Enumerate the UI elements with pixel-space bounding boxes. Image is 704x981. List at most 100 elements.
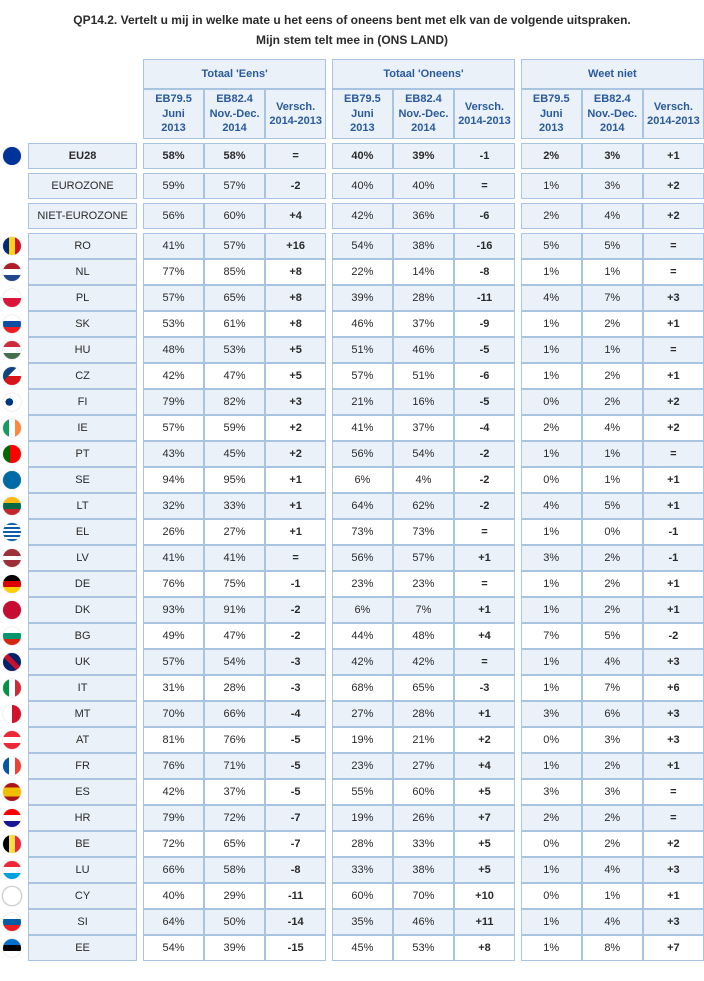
- data-cell: 28%: [332, 831, 393, 857]
- data-cell: 62%: [393, 493, 454, 519]
- data-cell: 59%: [143, 173, 204, 199]
- data-cell: 6%: [582, 701, 643, 727]
- flag-icon-bg: [3, 627, 21, 645]
- data-cell: 1%: [521, 173, 582, 199]
- sub-header-row: EB79.5Juni2013EB82.4Nov.-Dec.2014Versch.…: [0, 89, 704, 139]
- table-row: PL57%65%+839%28%-114%7%+3: [0, 285, 704, 311]
- table-row: LT32%33%+164%62%-24%5%+1: [0, 493, 704, 519]
- table-row: RO41%57%+1654%38%-165%5%=: [0, 233, 704, 259]
- data-cell: 42%: [393, 649, 454, 675]
- data-cell: 55%: [332, 779, 393, 805]
- data-cell: 1%: [521, 571, 582, 597]
- data-cell: 1%: [521, 675, 582, 701]
- data-cell: -2: [265, 623, 326, 649]
- data-cell: 1%: [521, 337, 582, 363]
- flag-icon-lv: [3, 549, 21, 567]
- data-cell: 51%: [393, 363, 454, 389]
- flag-cell: [0, 623, 28, 649]
- flag-cell: [0, 779, 28, 805]
- data-cell: 37%: [393, 311, 454, 337]
- row-label: CZ: [28, 363, 138, 389]
- flag-cell: [0, 441, 28, 467]
- flag-icon-el: [3, 523, 21, 541]
- data-cell: 54%: [332, 233, 393, 259]
- data-cell: -7: [265, 831, 326, 857]
- data-cell: 26%: [143, 519, 204, 545]
- flag-icon-cy: [2, 886, 22, 906]
- data-cell: 0%: [521, 389, 582, 415]
- data-cell: -2: [265, 173, 326, 199]
- data-cell: +1: [643, 311, 704, 337]
- data-cell: 1%: [582, 259, 643, 285]
- data-cell: +7: [454, 805, 515, 831]
- data-cell: +1: [643, 363, 704, 389]
- data-cell: -2: [454, 467, 515, 493]
- row-label: UK: [28, 649, 138, 675]
- flag-cell: [0, 701, 28, 727]
- flag-cell: [0, 363, 28, 389]
- data-cell: +3: [643, 649, 704, 675]
- table-row: NIET-EUROZONE56%60%+442%36%-62%4%+2: [0, 203, 704, 229]
- data-cell: 8%: [582, 935, 643, 961]
- data-cell: 3%: [582, 727, 643, 753]
- flag-icon-se: [3, 471, 21, 489]
- table-row: EL26%27%+173%73%=1%0%-1: [0, 519, 704, 545]
- data-cell: 60%: [332, 883, 393, 909]
- data-cell: 42%: [143, 779, 204, 805]
- sub-header: Versch.2014-2013: [454, 89, 515, 139]
- data-cell: 75%: [204, 571, 265, 597]
- data-cell: =: [454, 571, 515, 597]
- data-cell: 2%: [582, 805, 643, 831]
- data-cell: 53%: [143, 311, 204, 337]
- data-cell: 59%: [204, 415, 265, 441]
- flag-cell: [0, 203, 28, 229]
- data-cell: =: [454, 173, 515, 199]
- row-label: PT: [28, 441, 138, 467]
- flag-cell: [0, 857, 28, 883]
- data-cell: +2: [265, 441, 326, 467]
- data-cell: -11: [454, 285, 515, 311]
- data-cell: +1: [643, 493, 704, 519]
- data-cell: +1: [454, 597, 515, 623]
- data-cell: -8: [454, 259, 515, 285]
- data-cell: 4%: [582, 857, 643, 883]
- flag-icon-ro: [3, 237, 21, 255]
- table-row: DK93%91%-26%7%+11%2%+1: [0, 597, 704, 623]
- sub-header: Versch.2014-2013: [643, 89, 704, 139]
- data-cell: +1: [643, 143, 704, 169]
- row-label: EU28: [28, 143, 138, 169]
- data-cell: 79%: [143, 389, 204, 415]
- data-cell: -6: [454, 203, 515, 229]
- row-label: CY: [28, 883, 138, 909]
- row-label: PL: [28, 285, 138, 311]
- data-cell: 45%: [204, 441, 265, 467]
- data-cell: 0%: [582, 519, 643, 545]
- table-row: AT81%76%-519%21%+20%3%+3: [0, 727, 704, 753]
- table-row: LV41%41%=56%57%+13%2%-1: [0, 545, 704, 571]
- data-cell: +8: [265, 285, 326, 311]
- table-row: SK53%61%+846%37%-91%2%+1: [0, 311, 704, 337]
- flag-cell: [0, 519, 28, 545]
- data-cell: 3%: [521, 545, 582, 571]
- data-cell: +2: [643, 389, 704, 415]
- data-cell: +8: [454, 935, 515, 961]
- data-cell: =: [454, 649, 515, 675]
- data-cell: 57%: [393, 545, 454, 571]
- data-cell: -3: [265, 649, 326, 675]
- data-cell: 7%: [521, 623, 582, 649]
- data-cell: +4: [454, 623, 515, 649]
- table-row: EE54%39%-1545%53%+81%8%+7: [0, 935, 704, 961]
- data-cell: 57%: [332, 363, 393, 389]
- flag-icon-de: [3, 575, 21, 593]
- data-cell: 7%: [582, 675, 643, 701]
- flag-cell: [0, 285, 28, 311]
- data-cell: 44%: [332, 623, 393, 649]
- data-cell: 57%: [143, 285, 204, 311]
- data-cell: 28%: [204, 675, 265, 701]
- data-cell: 57%: [143, 649, 204, 675]
- table-row: FR76%71%-523%27%+41%2%+1: [0, 753, 704, 779]
- table-row: FI79%82%+321%16%-50%2%+2: [0, 389, 704, 415]
- data-cell: 66%: [143, 857, 204, 883]
- data-cell: 32%: [143, 493, 204, 519]
- flag-cell: [0, 467, 28, 493]
